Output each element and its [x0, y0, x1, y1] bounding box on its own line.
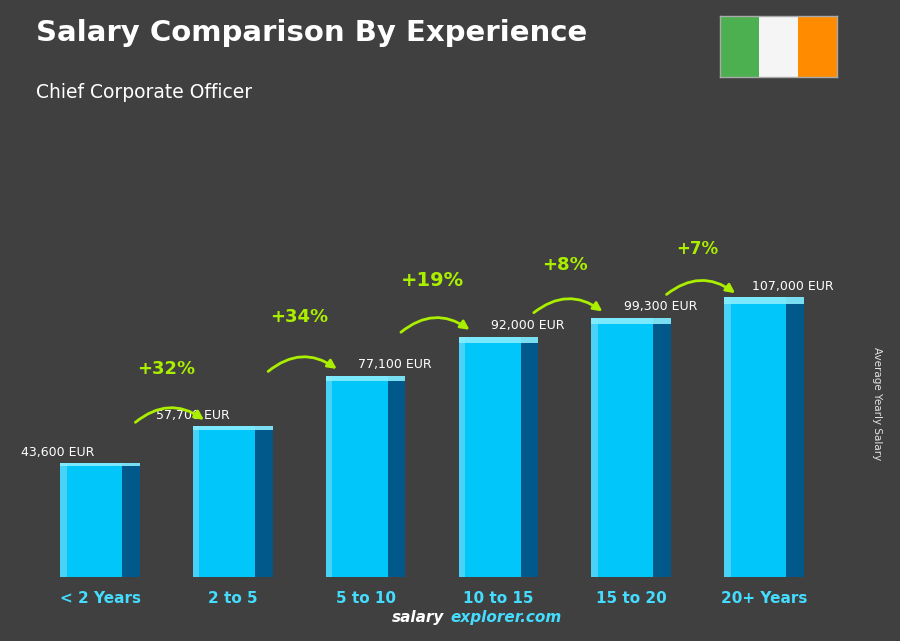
- Bar: [193, 426, 273, 577]
- Bar: [67, 463, 122, 577]
- Bar: [521, 337, 538, 577]
- Bar: [200, 426, 255, 577]
- Bar: [326, 376, 405, 577]
- Bar: [731, 297, 787, 577]
- Text: +32%: +32%: [138, 360, 195, 378]
- Bar: [60, 463, 140, 577]
- Text: +19%: +19%: [400, 271, 464, 290]
- Text: +7%: +7%: [677, 240, 718, 258]
- Bar: [598, 317, 653, 577]
- Bar: [798, 16, 837, 77]
- Bar: [465, 337, 521, 577]
- Text: explorer.com: explorer.com: [450, 610, 562, 625]
- Text: Salary Comparison By Experience: Salary Comparison By Experience: [36, 19, 587, 47]
- Bar: [724, 297, 804, 577]
- Text: 43,600 EUR: 43,600 EUR: [21, 445, 94, 459]
- Bar: [591, 317, 671, 577]
- Bar: [653, 317, 671, 577]
- Text: 77,100 EUR: 77,100 EUR: [358, 358, 432, 371]
- Bar: [60, 463, 67, 577]
- Bar: [459, 337, 538, 577]
- Bar: [459, 337, 465, 577]
- Bar: [326, 376, 332, 577]
- Bar: [459, 337, 538, 343]
- Bar: [720, 16, 759, 77]
- Text: 107,000 EUR: 107,000 EUR: [752, 280, 834, 293]
- Bar: [193, 426, 200, 577]
- Text: +8%: +8%: [542, 256, 588, 274]
- Bar: [591, 317, 671, 324]
- Bar: [724, 297, 804, 304]
- Bar: [388, 376, 405, 577]
- Text: Average Yearly Salary: Average Yearly Salary: [872, 347, 883, 460]
- Text: 99,300 EUR: 99,300 EUR: [624, 301, 698, 313]
- Bar: [122, 463, 140, 577]
- Text: +34%: +34%: [270, 308, 328, 326]
- Text: Chief Corporate Officer: Chief Corporate Officer: [36, 83, 252, 103]
- Bar: [193, 426, 273, 430]
- Bar: [255, 426, 273, 577]
- Bar: [759, 16, 798, 77]
- Text: salary: salary: [392, 610, 444, 625]
- Bar: [332, 376, 388, 577]
- Bar: [326, 376, 405, 381]
- Bar: [724, 297, 731, 577]
- Text: 57,700 EUR: 57,700 EUR: [156, 409, 230, 422]
- Bar: [60, 463, 140, 466]
- Text: 92,000 EUR: 92,000 EUR: [491, 319, 564, 333]
- Bar: [787, 297, 804, 577]
- Bar: [591, 317, 598, 577]
